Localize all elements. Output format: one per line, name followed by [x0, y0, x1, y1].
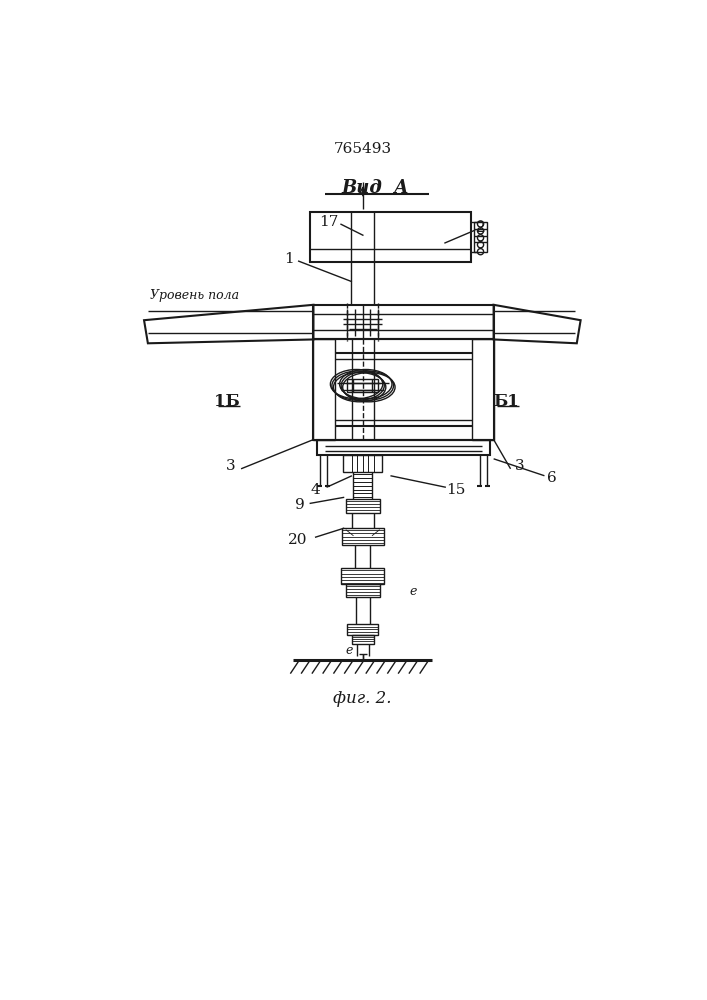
Bar [346, 584, 380, 597]
Text: 4: 4 [310, 483, 320, 497]
Bar [313, 339, 335, 440]
Bar [313, 305, 493, 339]
Text: 1Б: 1Б [214, 393, 240, 410]
Bar [346, 499, 380, 513]
Bar [352, 635, 373, 644]
Bar [347, 624, 378, 635]
Text: фиг. 2.: фиг. 2. [334, 690, 392, 707]
Bar [474, 222, 486, 252]
Text: 2: 2 [477, 221, 486, 235]
Bar [342, 528, 383, 545]
Text: e: e [345, 644, 353, 657]
Text: 1: 1 [284, 252, 293, 266]
Text: 3: 3 [515, 460, 525, 474]
Text: 20: 20 [288, 533, 308, 547]
Text: e: e [410, 585, 417, 598]
Bar [310, 212, 472, 262]
Text: 15: 15 [446, 483, 466, 497]
Bar [313, 339, 493, 440]
Text: Вид  A: Вид A [341, 179, 409, 197]
Bar [472, 339, 493, 440]
Text: Б1: Б1 [493, 393, 519, 410]
Text: 6: 6 [547, 471, 557, 485]
Bar [347, 379, 378, 392]
Bar [344, 455, 382, 472]
Text: 9: 9 [295, 498, 305, 512]
Bar [317, 440, 490, 455]
Text: 3: 3 [226, 460, 235, 474]
Text: Уровень пола: Уровень пола [150, 289, 240, 302]
Text: 765493: 765493 [334, 142, 392, 156]
Bar [341, 568, 385, 584]
Text: 17: 17 [319, 215, 339, 229]
